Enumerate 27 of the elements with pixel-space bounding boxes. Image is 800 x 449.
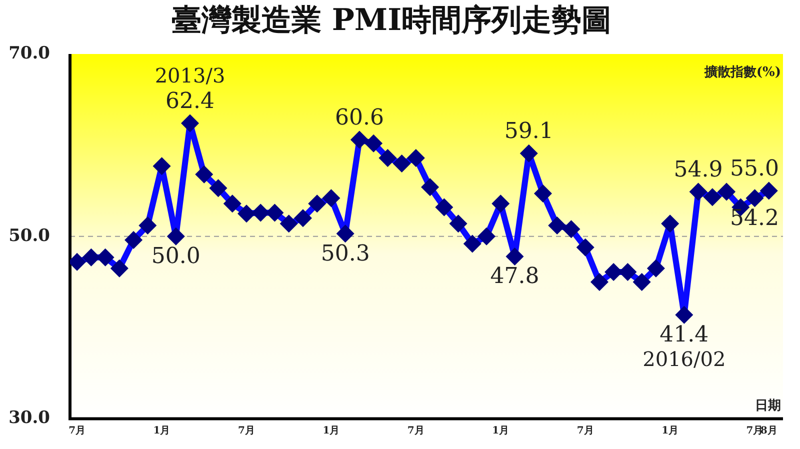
data-label: 54.9	[674, 157, 723, 182]
x-tick-label: 1月	[662, 425, 679, 436]
x-tick-label: 7月	[407, 425, 424, 436]
data-label: 50.3	[320, 241, 370, 266]
data-label: 47.8	[490, 264, 540, 290]
x-tick-label: 1月	[153, 425, 170, 436]
x-tick-label: 7月	[576, 425, 594, 436]
data-label: 59.1	[504, 119, 554, 144]
data-label: 60.6	[334, 105, 384, 130]
data-label: 50.0	[151, 244, 200, 270]
x-tick-label: 7月	[238, 425, 255, 436]
data-label: 62.4	[166, 89, 214, 114]
x-tick-label: 7月	[68, 425, 86, 436]
x-tick-label: 8月	[760, 425, 778, 436]
x-axis-title: 日期	[755, 398, 781, 414]
data-label: 55.0	[730, 156, 779, 182]
y-axis-title: 擴散指數(%)	[703, 64, 781, 80]
annotation: 2013/3	[154, 64, 226, 88]
y-tick-label: 70.0	[8, 43, 50, 64]
y-tick-label: 30.0	[8, 408, 50, 428]
data-label: 41.4	[660, 322, 709, 348]
chart-title: 臺灣製造業 PMI時間序列走勢圖	[171, 2, 612, 38]
y-tick-label: 50.0	[8, 226, 50, 246]
x-tick-label: 1月	[322, 425, 340, 436]
x-tick-label: 1月	[492, 425, 510, 436]
annotation: 2016/02	[642, 347, 726, 372]
data-label: 54.2	[730, 206, 779, 231]
